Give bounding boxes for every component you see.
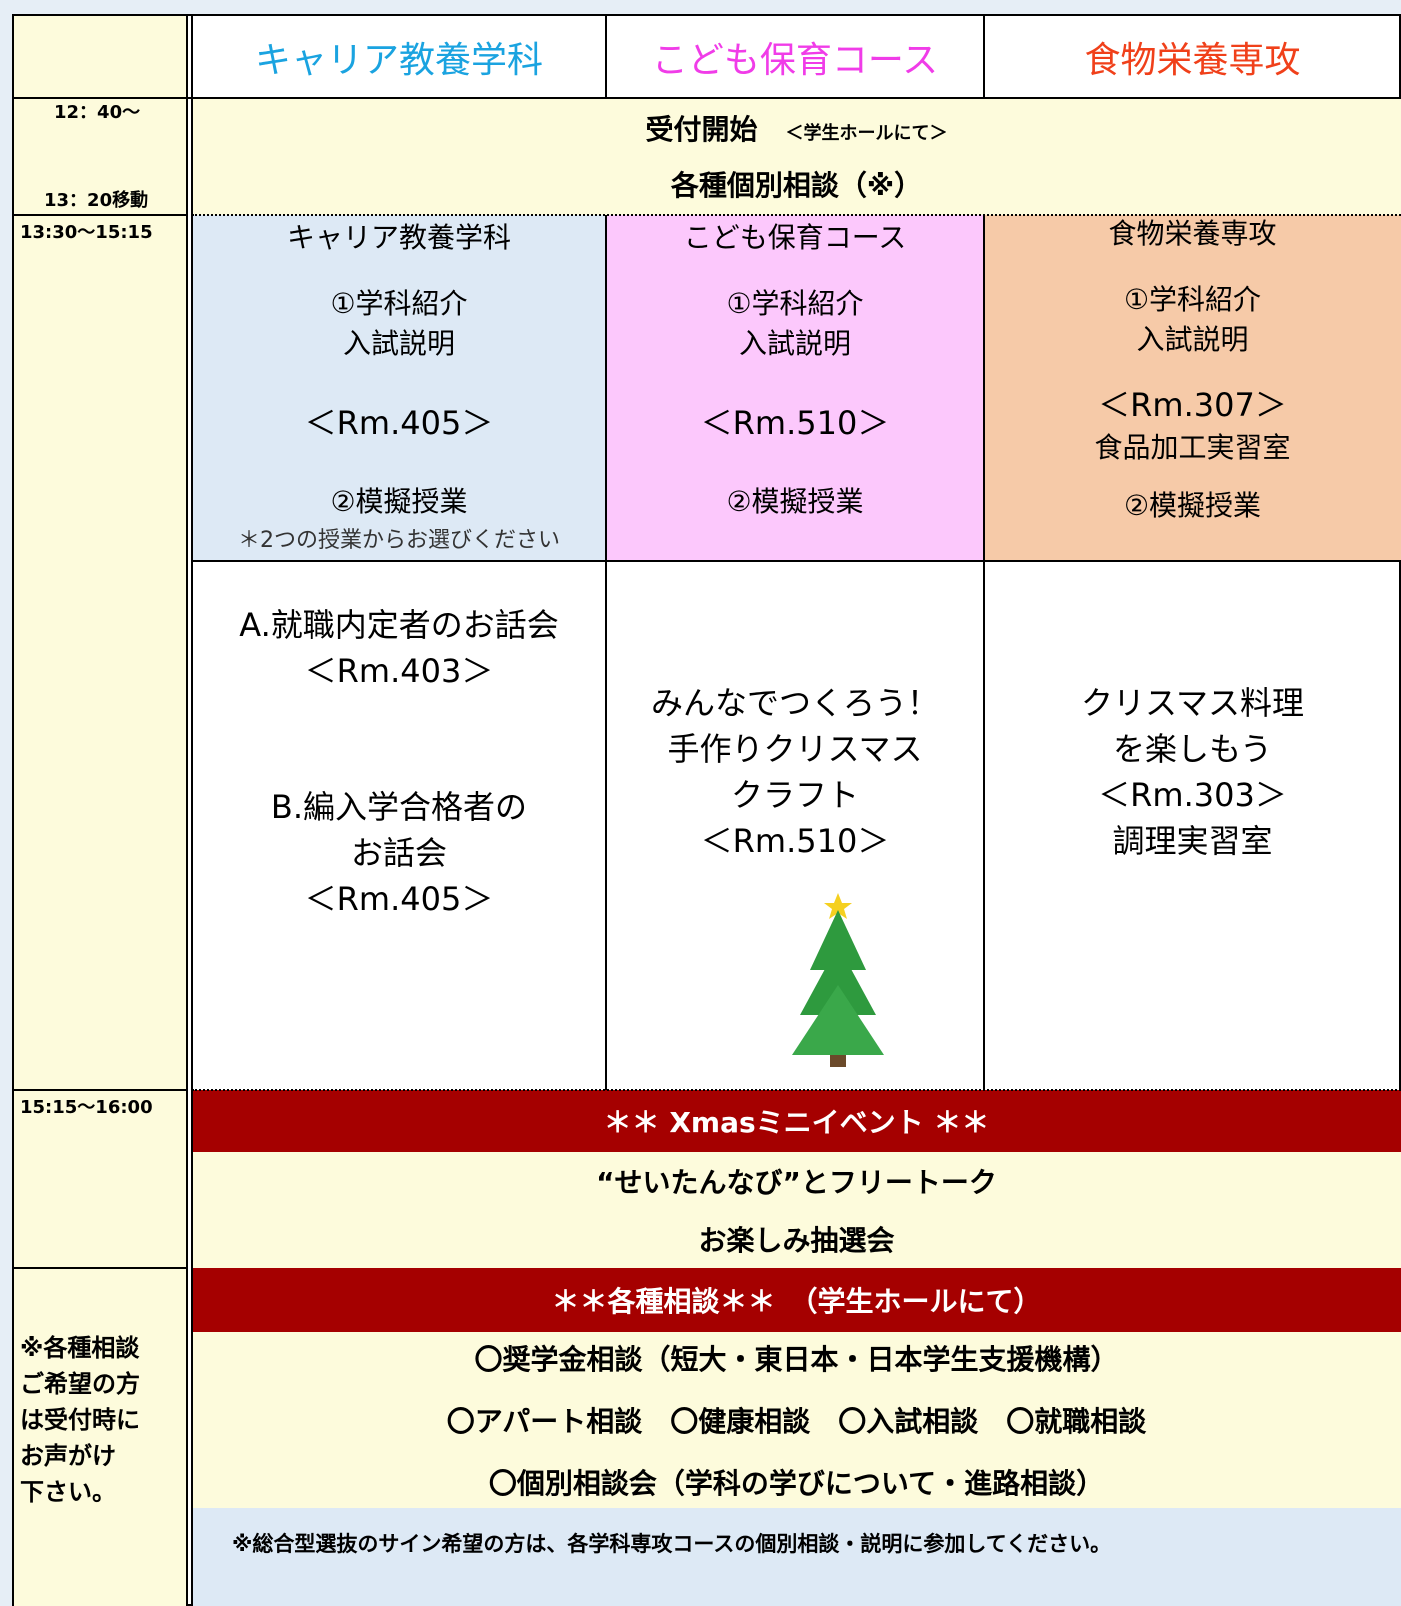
text-line: ①学科紹介 — [1123, 282, 1262, 316]
text-line: B.編入学合格者の — [270, 788, 528, 826]
rule — [192, 214, 1401, 216]
rule — [192, 560, 1401, 562]
session-note: ＊2つの授業からお選びください — [238, 528, 560, 553]
rule — [191, 16, 193, 1606]
text-line: ＜Rm.303＞ — [1098, 776, 1287, 814]
time-label: 15:15～16:00 — [20, 1097, 153, 1118]
text-line: ＜Rm.405＞ — [304, 403, 494, 442]
text-line: 手作りクリスマス — [667, 730, 923, 768]
session-cell: キャリア教養学科 ①学科紹介入試説明 ＜Rm.405＞ ②模擬授業 — [192, 215, 606, 560]
header-col: キャリア教養学科 — [254, 39, 543, 81]
reception-line: 受付開始 ＜学生ホールにて＞ — [645, 108, 947, 148]
text-line: ＜Rm.307＞ — [1098, 385, 1287, 424]
text-line: クリスマス料理 — [1080, 684, 1305, 722]
text-line: ＜Rm.403＞ — [304, 652, 494, 690]
rule — [605, 16, 607, 97]
rule — [192, 1089, 1401, 1091]
xmas-banner: ＊＊ Xmasミニイベント ＊＊ — [192, 1090, 1401, 1152]
text-line: 〇個別相談会（学科の学びについて・進路相談） — [488, 1467, 1105, 1500]
rule — [983, 215, 985, 1090]
text-line: ＜Rm.510＞ — [700, 822, 890, 860]
rule — [605, 215, 607, 1090]
text-line: 入試説明 — [342, 326, 455, 360]
rule — [186, 16, 188, 1606]
text-line: ②模擬授業 — [1123, 488, 1262, 522]
text-line: お声がけ — [20, 1442, 116, 1470]
text-line: ②模擬授業 — [726, 484, 864, 518]
consult-note: ※各種相談ご希望の方は受付時にお声がけ下さい。 — [20, 1330, 140, 1510]
time-label: 13:30～15:15 — [20, 222, 153, 243]
time-label: 13：20移動 — [44, 190, 149, 211]
xmas-lines: “せいたんなび”とフリートーク お楽しみ抽選会 — [192, 1152, 1401, 1268]
text-line: 食物栄養専攻 — [1108, 216, 1277, 250]
text-line: ご希望の方 — [20, 1370, 140, 1398]
text-line: A.就職内定者のお話会 — [239, 606, 559, 644]
reception-place: ＜学生ホールにて＞ — [785, 123, 948, 144]
text-line: ※各種相談 — [20, 1334, 140, 1362]
reception-consult: 各種個別相談（※） — [670, 169, 923, 202]
session-cell: A.就職内定者のお話会 ＜Rm.403＞ B.編入学合格者の お話会 ＜Rm.405＞ — [192, 600, 606, 920]
text-line: みんなでつくろう！ — [650, 684, 939, 722]
text-line: クラフト — [730, 776, 859, 814]
text-line: ①学科紹介 — [726, 286, 864, 320]
reception-title: 受付開始 — [645, 113, 758, 146]
header-col: こども保育コース — [651, 39, 939, 81]
footer-note: ※総合型選抜のサイン希望の方は、各学科専攻コースの個別相談・説明に参加してくださ… — [192, 1508, 1401, 1606]
text-line: 食品加工実習室 — [1094, 430, 1291, 464]
text-line: ①学科紹介 — [330, 286, 468, 320]
rule — [14, 1089, 188, 1091]
rule — [983, 16, 985, 97]
text-line: 〇奨学金相談（短大・東日本・日本学生支援機構） — [474, 1343, 1119, 1376]
text-line: ＜Rm.510＞ — [700, 403, 890, 442]
time-label: 12：40～ — [54, 102, 141, 123]
text-line: “せいたんなび”とフリートーク — [596, 1166, 997, 1199]
text-line: ＜Rm.405＞ — [304, 880, 494, 918]
text-line: お楽しみ抽選会 — [698, 1224, 895, 1257]
text-line: は受付時に — [20, 1406, 140, 1434]
session-cell: こども保育コース ①学科紹介入試説明 ＜Rm.510＞ ②模擬授業 — [606, 215, 984, 560]
text-line: 〇アパート相談 〇健康相談 〇入試相談 〇就職相談 — [446, 1405, 1147, 1438]
text-line: を楽しもう — [1112, 730, 1273, 768]
consult-banner: ＊＊各種相談＊＊ （学生ホールにて） — [192, 1268, 1401, 1332]
header-col: 食物栄養専攻 — [1084, 39, 1301, 81]
tree-illustration — [792, 893, 884, 1067]
text-line: 下さい。 — [20, 1478, 116, 1506]
text-line: キャリア教養学科 — [286, 220, 511, 254]
session-cell: みんなでつくろう！ 手作りクリスマス クラフト ＜Rm.510＞ — [606, 684, 984, 860]
rule — [14, 214, 188, 216]
text-line: こども保育コース — [683, 220, 907, 254]
session-cell: 食物栄養専攻 ①学科紹介入試説明 ＜Rm.307＞ 食品加工実習室 ②模擬授業 — [984, 215, 1401, 560]
text-line: 入試説明 — [1136, 322, 1249, 356]
rule — [14, 97, 1401, 99]
time-column — [14, 16, 188, 1606]
text-line: ②模擬授業 — [330, 484, 468, 518]
text-line: 調理実習室 — [1112, 822, 1273, 860]
session-cell: クリスマス料理 を楽しもう ＜Rm.303＞ 調理実習室 — [984, 684, 1401, 860]
rule — [14, 1267, 188, 1269]
consult-lines: 〇奨学金相談（短大・東日本・日本学生支援機構） 〇アパート相談 〇健康相談 〇入試… — [192, 1332, 1401, 1508]
reception: 受付開始 ＜学生ホールにて＞ 各種個別相談（※） — [192, 97, 1401, 215]
text-line: お話会 — [350, 834, 447, 872]
text-line: 入試説明 — [738, 326, 851, 360]
